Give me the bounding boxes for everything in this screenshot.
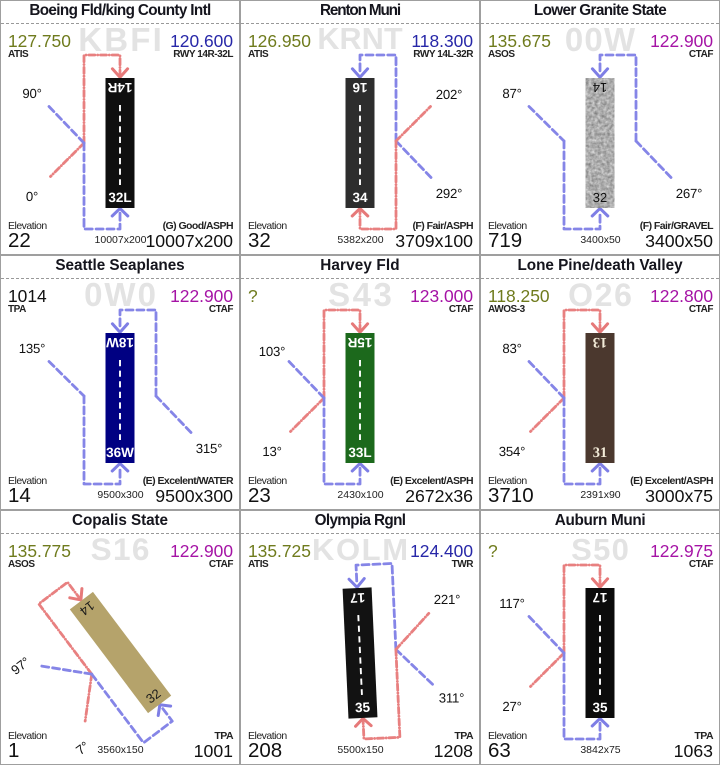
svg-text:97°: 97° bbox=[8, 654, 32, 678]
svg-text:103°: 103° bbox=[259, 344, 285, 359]
svg-text:17: 17 bbox=[350, 590, 366, 606]
svg-text:14R: 14R bbox=[107, 80, 132, 95]
svg-text:32: 32 bbox=[593, 190, 607, 205]
svg-text:27°: 27° bbox=[502, 699, 521, 714]
svg-text:311°: 311° bbox=[439, 691, 465, 706]
svg-text:202°: 202° bbox=[436, 87, 462, 102]
svg-text:17: 17 bbox=[592, 590, 607, 605]
svg-text:354°: 354° bbox=[499, 444, 525, 459]
svg-text:292°: 292° bbox=[436, 186, 462, 201]
svg-text:15R: 15R bbox=[347, 335, 372, 350]
svg-text:32: 32 bbox=[143, 686, 164, 707]
svg-text:90°: 90° bbox=[22, 86, 41, 101]
svg-text:32L: 32L bbox=[108, 190, 131, 205]
svg-text:35: 35 bbox=[355, 700, 371, 716]
svg-text:83°: 83° bbox=[502, 341, 521, 356]
svg-text:13°: 13° bbox=[262, 444, 281, 459]
svg-text:16: 16 bbox=[352, 80, 368, 95]
svg-text:267°: 267° bbox=[676, 186, 702, 201]
svg-text:14: 14 bbox=[593, 80, 607, 95]
svg-text:33L: 33L bbox=[348, 445, 371, 460]
svg-text:35: 35 bbox=[592, 700, 608, 715]
svg-text:36W: 36W bbox=[106, 445, 134, 460]
svg-text:34: 34 bbox=[352, 190, 368, 205]
svg-text:221°: 221° bbox=[434, 592, 460, 607]
svg-text:315°: 315° bbox=[196, 441, 222, 456]
svg-text:31: 31 bbox=[593, 445, 608, 461]
svg-text:117°: 117° bbox=[499, 596, 525, 611]
svg-text:135°: 135° bbox=[19, 341, 45, 356]
svg-text:0°: 0° bbox=[26, 189, 38, 204]
svg-text:18W: 18W bbox=[106, 335, 134, 350]
svg-text:87°: 87° bbox=[502, 86, 521, 101]
svg-text:14: 14 bbox=[77, 598, 98, 619]
svg-text:13: 13 bbox=[593, 334, 608, 350]
